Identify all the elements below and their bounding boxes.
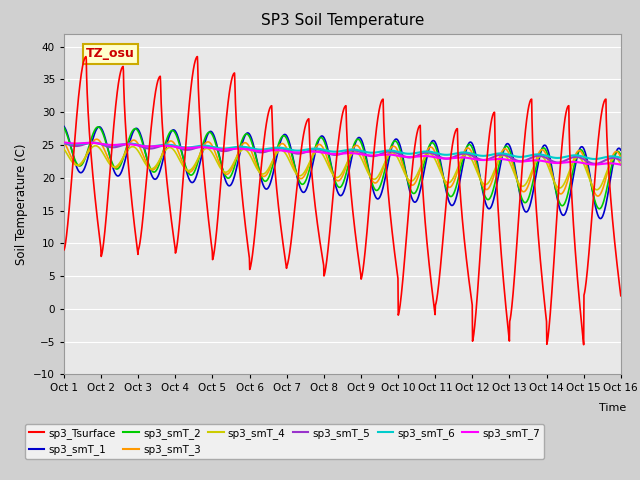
Text: TZ_osu: TZ_osu [86,48,135,60]
Legend: sp3_Tsurface, sp3_smT_1, sp3_smT_2, sp3_smT_3, sp3_smT_4, sp3_smT_5, sp3_smT_6, : sp3_Tsurface, sp3_smT_1, sp3_smT_2, sp3_… [25,424,544,459]
Text: Time: Time [599,403,627,413]
Y-axis label: Soil Temperature (C): Soil Temperature (C) [15,143,28,265]
Title: SP3 Soil Temperature: SP3 Soil Temperature [260,13,424,28]
